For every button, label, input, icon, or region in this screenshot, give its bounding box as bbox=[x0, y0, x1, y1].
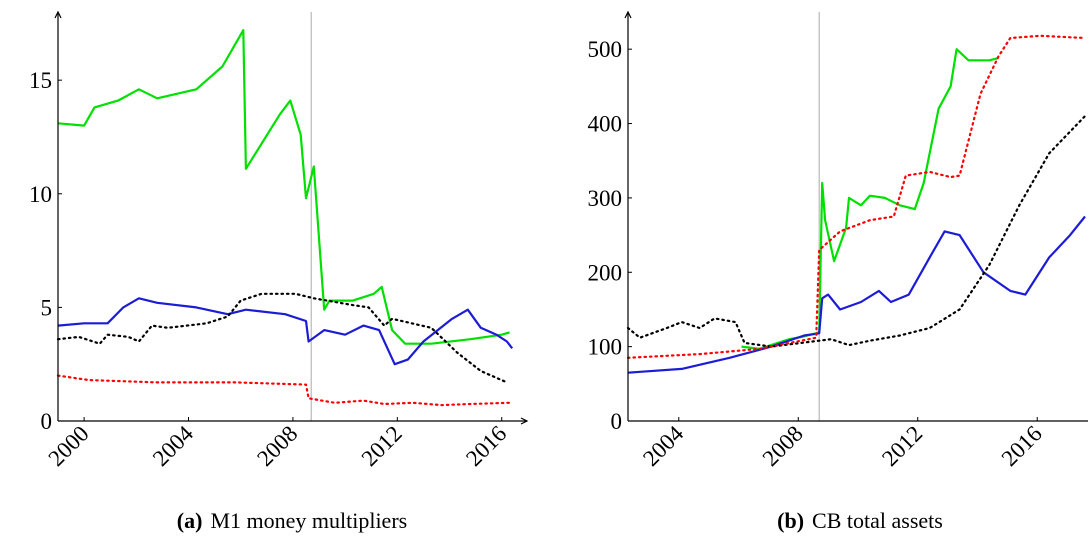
x-tick-label: 2012 bbox=[877, 421, 927, 471]
caption: (b) CB total assets bbox=[777, 508, 943, 533]
y-axis-arrow bbox=[624, 10, 632, 19]
series-line bbox=[56, 374, 511, 407]
caption-title: M1 money multipliers bbox=[210, 508, 407, 533]
y-tick-label: 400 bbox=[588, 112, 623, 137]
y-tick-label: 500 bbox=[588, 37, 623, 62]
x-tick-label: 2016 bbox=[997, 421, 1047, 471]
series-line bbox=[57, 297, 514, 366]
caption-label: (a) bbox=[177, 508, 203, 533]
y-tick-label: 300 bbox=[588, 186, 623, 211]
y-tick-label: 10 bbox=[29, 182, 52, 207]
caption-label: (b) bbox=[777, 508, 804, 533]
y-axis-arrow bbox=[54, 10, 62, 19]
y-tick-label: 15 bbox=[29, 68, 52, 93]
caption-title: CB total assets bbox=[812, 508, 943, 533]
series-line bbox=[741, 48, 999, 350]
x-axis-arrow bbox=[520, 417, 529, 425]
x-tick-label: 2008 bbox=[252, 421, 302, 471]
y-tick-label: 100 bbox=[588, 335, 623, 360]
caption: (a) M1 money multipliers bbox=[177, 508, 407, 533]
series-line bbox=[626, 34, 1087, 359]
series-line bbox=[626, 115, 1087, 348]
y-tick-label: 0 bbox=[611, 409, 623, 434]
y-tick-label: 200 bbox=[588, 260, 623, 285]
x-tick-label: 2008 bbox=[758, 421, 808, 471]
series-line bbox=[57, 29, 510, 345]
x-tick-label: 2012 bbox=[357, 421, 407, 471]
y-tick-label: 0 bbox=[41, 409, 53, 434]
x-tick-label: 2004 bbox=[638, 421, 689, 472]
series-line bbox=[56, 292, 508, 384]
y-tick-label: 5 bbox=[41, 295, 53, 320]
x-tick-label: 2016 bbox=[461, 421, 511, 471]
series-line bbox=[627, 215, 1086, 374]
x-tick-label: 2004 bbox=[148, 421, 199, 472]
